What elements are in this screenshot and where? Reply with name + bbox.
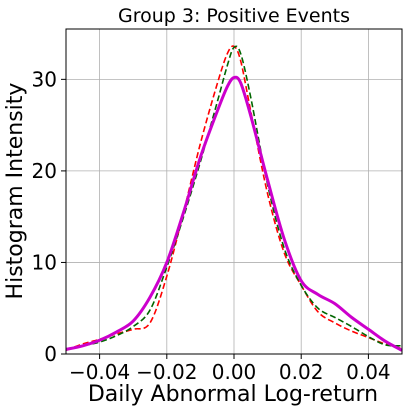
series-lines [65, 45, 403, 352]
series-line-2 [65, 45, 403, 351]
x-axis-label: Daily Abnormal Log-return [88, 382, 378, 407]
x-tick-label: −0.04 [69, 360, 130, 384]
x-ticks: −0.04 −0.02 0.00 0.02 0.04 [69, 354, 391, 384]
y-tick-label: 30 [32, 67, 57, 91]
chart-title: Group 3: Positive Events [118, 5, 350, 27]
y-tick-label: 20 [32, 159, 57, 183]
y-ticks: 0 10 20 30 [32, 67, 66, 366]
y-tick-label: 0 [44, 342, 57, 366]
series-line-0 [65, 75, 403, 352]
y-tick-label: 10 [32, 250, 57, 274]
x-tick-label: 0.04 [346, 360, 391, 384]
x-tick-label: 0.02 [279, 360, 324, 384]
x-tick-label: −0.02 [136, 360, 197, 384]
x-tick-label: 0.00 [212, 360, 257, 384]
y-axis-label: Histogram Intensity [3, 83, 28, 300]
